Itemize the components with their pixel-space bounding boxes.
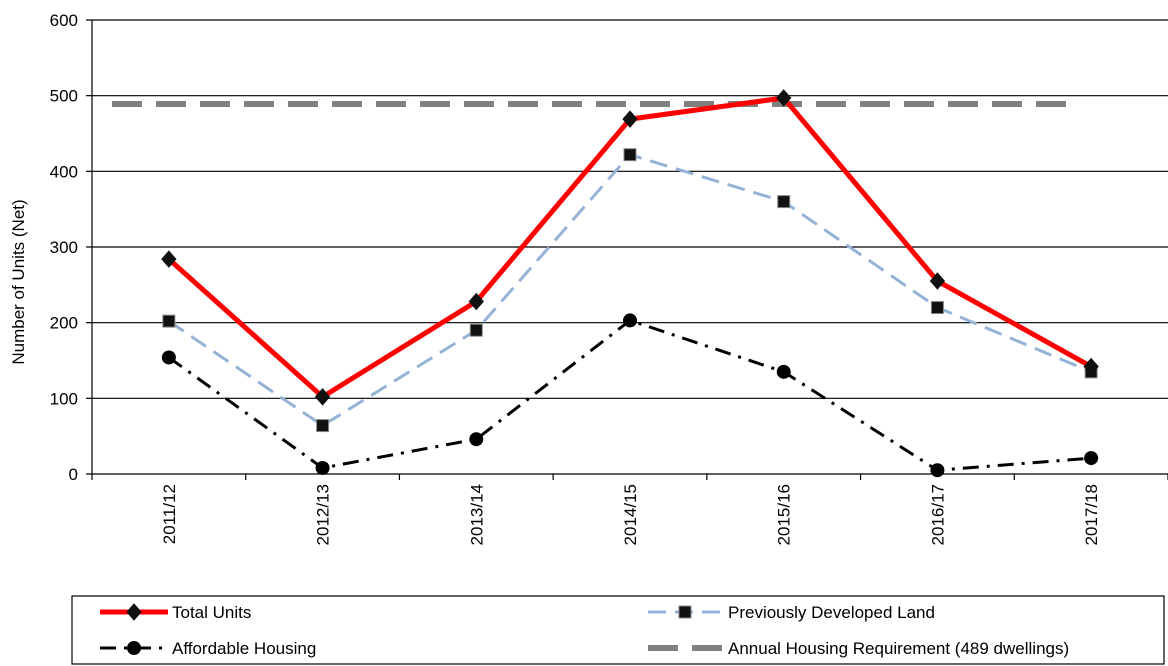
legend-marker xyxy=(127,641,141,655)
legend-marker xyxy=(678,605,692,619)
data-point xyxy=(929,272,946,290)
y-tick-label: 400 xyxy=(50,162,78,181)
x-tick-label: 2013/14 xyxy=(467,484,486,545)
series-total-units xyxy=(161,89,1099,406)
series-previously-developed-land xyxy=(162,148,1098,433)
data-point xyxy=(1083,357,1099,376)
x-tick-label: 2012/13 xyxy=(314,484,333,545)
gridlines xyxy=(92,19,1168,399)
y-tick-label: 200 xyxy=(50,314,78,333)
data-point xyxy=(468,292,484,311)
data-point xyxy=(316,419,330,433)
legend-label: Total Units xyxy=(172,603,251,622)
legend-label: Annual Housing Requirement (489 dwelling… xyxy=(728,639,1069,658)
data-point xyxy=(776,364,791,379)
y-tick-label: 100 xyxy=(50,389,78,408)
data-point xyxy=(315,460,330,475)
data-point xyxy=(162,314,176,328)
legend-marker xyxy=(126,603,142,621)
series-affordable-housing xyxy=(161,313,1099,478)
data-point xyxy=(777,195,791,209)
legend-label: Previously Developed Land xyxy=(728,603,935,622)
y-tick-label: 0 xyxy=(69,465,78,484)
legend-item: Affordable Housing xyxy=(100,639,316,658)
series-line xyxy=(167,318,1092,472)
y-tick-label: 300 xyxy=(50,238,78,257)
data-point xyxy=(161,250,177,268)
legend-box xyxy=(71,595,1165,665)
y-tick-label: 500 xyxy=(50,87,78,106)
y-tick-labels: 0 100 200 300 400 500 600 xyxy=(50,11,78,484)
y-tick-label: 600 xyxy=(50,11,78,30)
data-point xyxy=(776,89,792,107)
data-point xyxy=(161,350,176,365)
y-axis-title: Number of Units (Net) xyxy=(9,199,28,364)
data-point xyxy=(314,388,331,406)
legend-item: Annual Housing Requirement (489 dwelling… xyxy=(648,639,1069,658)
x-tick-label: 2017/18 xyxy=(1082,484,1101,545)
x-tick-label: 2011/12 xyxy=(160,484,179,544)
x-tick-label: 2014/15 xyxy=(621,484,640,545)
data-point xyxy=(623,148,637,162)
series-lines xyxy=(112,89,1099,478)
legend-item: Previously Developed Land xyxy=(648,603,935,622)
x-tick-labels: 2011/12 2012/13 2013/14 2014/15 2015/16 2016/… xyxy=(160,484,1101,545)
legend-label: Affordable Housing xyxy=(172,639,316,658)
data-point xyxy=(930,463,945,478)
data-point xyxy=(1084,451,1099,466)
legend: Total Units Previously Developed Land Affo… xyxy=(71,595,1165,665)
x-tick-label: 2016/17 xyxy=(928,484,947,545)
x-tick-label: 2015/16 xyxy=(775,484,794,545)
data-point xyxy=(469,432,484,447)
axes xyxy=(86,19,1168,480)
data-point xyxy=(623,313,637,328)
data-point xyxy=(469,323,483,337)
data-point xyxy=(622,110,638,128)
data-point xyxy=(930,301,944,315)
legend-item: Total Units xyxy=(100,603,251,622)
